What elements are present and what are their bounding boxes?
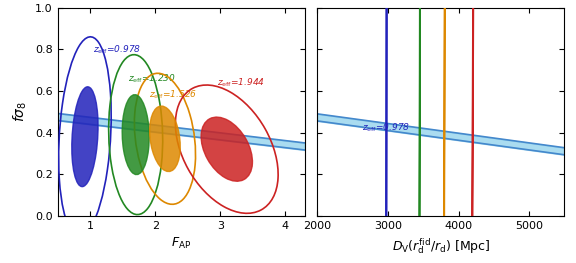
Text: $z_{\rm eff}$=1.944: $z_{\rm eff}$=1.944	[217, 77, 265, 89]
Ellipse shape	[201, 117, 252, 181]
Text: $z_{\rm eff}$=0.978: $z_{\rm eff}$=0.978	[93, 43, 142, 56]
Ellipse shape	[408, 0, 431, 263]
Text: $z_{\rm eff}$=1.230: $z_{\rm eff}$=1.230	[128, 72, 176, 85]
Ellipse shape	[150, 106, 180, 171]
Ellipse shape	[432, 0, 457, 263]
Text: $z_{\rm eff}$=1.526: $z_{\rm eff}$=1.526	[149, 89, 197, 102]
Text: $z_{\rm eff}$=0.978: $z_{\rm eff}$=0.978	[362, 121, 411, 134]
X-axis label: $D_{\rm V}(r_{\rm d}^{\rm fid}/r_{\rm d})$ [Mpc]: $D_{\rm V}(r_{\rm d}^{\rm fid}/r_{\rm d}…	[392, 236, 490, 256]
Ellipse shape	[373, 0, 400, 263]
X-axis label: $F_{\rm AP}$: $F_{\rm AP}$	[171, 236, 191, 251]
Y-axis label: $f\sigma_8$: $f\sigma_8$	[12, 101, 29, 122]
Ellipse shape	[453, 0, 492, 263]
Ellipse shape	[122, 95, 149, 175]
Ellipse shape	[72, 87, 98, 187]
